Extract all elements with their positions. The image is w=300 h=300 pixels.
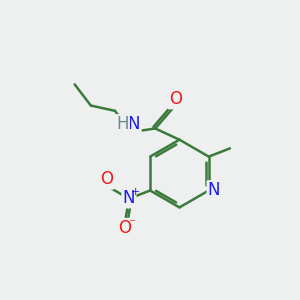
Text: ⁻: ⁻ — [128, 217, 136, 231]
Text: N: N — [128, 116, 140, 134]
Text: +: + — [131, 187, 140, 197]
Text: O: O — [118, 219, 131, 237]
Text: N: N — [123, 189, 135, 207]
Text: O: O — [100, 170, 113, 188]
Text: O: O — [169, 90, 182, 108]
Text: N: N — [208, 182, 220, 200]
Text: H: H — [116, 116, 129, 134]
